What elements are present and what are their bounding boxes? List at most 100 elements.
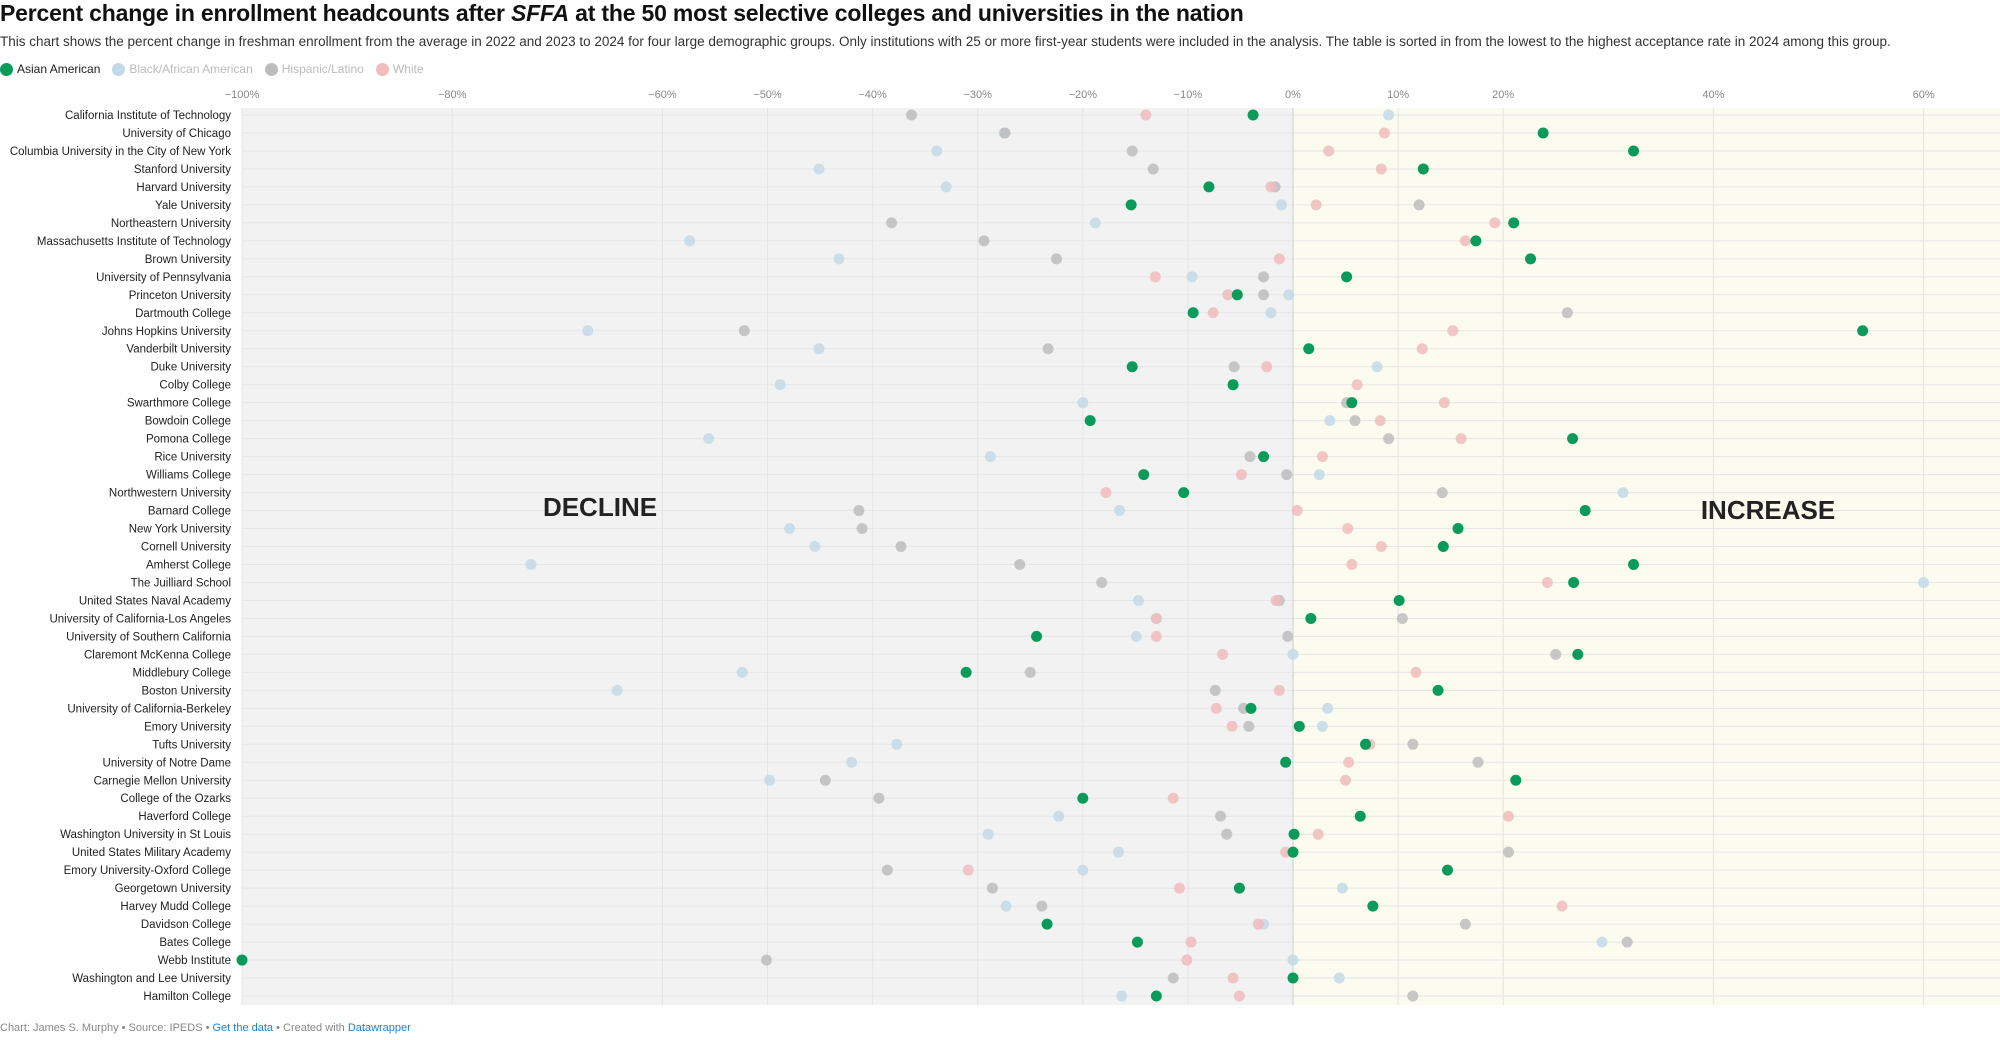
college-label: Yale University bbox=[155, 200, 231, 212]
asian-american-dot bbox=[1303, 343, 1315, 355]
title-emphasis: SFFA bbox=[510, 0, 569, 26]
get-data-link[interactable]: Get the data bbox=[212, 1022, 274, 1034]
asian-american-dot bbox=[1572, 648, 1584, 660]
asian-american-dot bbox=[1537, 127, 1549, 139]
college-label: Stanford University bbox=[134, 164, 231, 176]
black-dot bbox=[525, 559, 537, 570]
college-label: United States Naval Academy bbox=[79, 595, 231, 607]
asian-american-dot bbox=[1579, 505, 1591, 517]
legend-item-black[interactable]: Black/African American bbox=[112, 62, 253, 76]
increase-annotation: INCREASE bbox=[1701, 495, 1835, 525]
hispanic-dot bbox=[1147, 163, 1159, 175]
x-tick-label: 20% bbox=[1492, 89, 1514, 101]
black-dot bbox=[984, 451, 996, 463]
white-dot bbox=[1227, 972, 1239, 984]
increase-region bbox=[1293, 108, 2000, 1006]
asian-american-dot bbox=[1470, 235, 1482, 247]
hispanic-dot bbox=[978, 235, 990, 247]
legend-label: White bbox=[392, 62, 424, 76]
college-label: Barnard College bbox=[148, 506, 231, 518]
asian-american-dot bbox=[960, 666, 972, 678]
college-label: College of the Ozarks bbox=[120, 793, 231, 805]
white-dot bbox=[1217, 648, 1229, 660]
hispanic-dot bbox=[1244, 451, 1256, 463]
black-dot bbox=[784, 523, 796, 535]
hispanic-dot bbox=[1282, 630, 1294, 642]
asian-american-dot bbox=[1508, 217, 1520, 229]
title-text-end: at the 50 most selective colleges and un… bbox=[568, 0, 1244, 26]
asian-american-dot bbox=[1084, 415, 1096, 427]
hispanic-dot bbox=[1436, 487, 1448, 499]
hispanic-dot bbox=[1472, 756, 1484, 768]
x-tick-label: −20% bbox=[1069, 89, 1098, 101]
white-dot bbox=[1222, 289, 1234, 301]
asian-american-dot bbox=[1227, 379, 1239, 391]
hispanic-dot bbox=[1281, 469, 1293, 481]
white-dot bbox=[1438, 397, 1450, 409]
college-label: Pomona College bbox=[146, 434, 231, 446]
college-label: Carnegie Mellon University bbox=[94, 775, 232, 787]
black-dot bbox=[1617, 487, 1629, 499]
dot-plot: −100% −80% −60% −50% −40% −30% −20% −10% 0% 10% 20… bbox=[10, 89, 2000, 1006]
college-label: Boston University bbox=[142, 685, 232, 697]
college-label: Northwestern University bbox=[109, 488, 231, 500]
white-dot bbox=[1378, 127, 1390, 139]
college-label: New York University bbox=[129, 524, 232, 536]
college-label: The Juilliard School bbox=[131, 577, 231, 589]
asian-american-dot bbox=[1417, 163, 1429, 175]
white-dot bbox=[1541, 576, 1553, 588]
black-dot bbox=[1371, 361, 1383, 373]
hispanic-dot bbox=[1051, 253, 1063, 265]
black-dot bbox=[1287, 954, 1299, 966]
white-dot bbox=[1459, 235, 1471, 247]
black-dot bbox=[1000, 900, 1012, 912]
black-dot bbox=[764, 774, 776, 786]
white-dot bbox=[1173, 882, 1185, 894]
asian-american-dot bbox=[1041, 918, 1053, 930]
legend-item-hispanic[interactable]: Hispanic/Latino bbox=[264, 62, 364, 76]
hispanic-dot bbox=[1014, 559, 1026, 570]
black-dot bbox=[1186, 271, 1198, 283]
white-dot bbox=[1316, 451, 1328, 463]
legend: Asian American Black/African American Hi… bbox=[0, 62, 424, 76]
asian-american-dot bbox=[1245, 702, 1257, 714]
x-tick-label: −10% bbox=[1174, 89, 1203, 101]
college-label: Dartmouth College bbox=[135, 308, 231, 320]
asian-american-dot bbox=[1125, 199, 1137, 211]
white-dot bbox=[1502, 810, 1514, 822]
asian-american-dot bbox=[1287, 846, 1299, 858]
hispanic-dot bbox=[1221, 828, 1233, 840]
asian-american-dot bbox=[236, 954, 248, 966]
college-label: Claremont McKenna College bbox=[84, 649, 231, 661]
college-label: Davidson College bbox=[141, 919, 231, 931]
white-dot bbox=[1273, 253, 1285, 265]
footer: Chart: James S. Murphy • Source: IPEDS •… bbox=[0, 1022, 411, 1034]
asian-american-dot bbox=[1525, 253, 1537, 265]
college-label: University of Chicago bbox=[122, 128, 231, 140]
legend-item-white[interactable]: White bbox=[375, 62, 424, 76]
black-dot bbox=[611, 684, 623, 696]
college-label: Massachusetts Institute of Technology bbox=[37, 236, 231, 248]
hispanic-dot bbox=[1561, 307, 1573, 319]
asian-american-dot bbox=[1510, 774, 1522, 786]
college-label: Cornell University bbox=[141, 542, 231, 554]
asian-american-dot bbox=[1258, 451, 1270, 463]
black-dot bbox=[813, 163, 825, 175]
hispanic-dot bbox=[1167, 972, 1179, 984]
white-dot bbox=[1489, 217, 1501, 229]
white-dot bbox=[1150, 612, 1162, 624]
datawrapper-link[interactable]: Datawrapper bbox=[347, 1022, 411, 1034]
x-tick-label: 10% bbox=[1387, 89, 1409, 101]
college-label: Bowdoin College bbox=[145, 416, 231, 428]
black-dot bbox=[684, 235, 696, 247]
title-text: Percent change in enrollment headcounts … bbox=[0, 0, 511, 26]
black-dot bbox=[1313, 469, 1325, 481]
hispanic-dot bbox=[1214, 810, 1226, 822]
black-dot bbox=[1116, 990, 1128, 1002]
white-dot bbox=[1375, 163, 1387, 175]
college-label: Princeton University bbox=[129, 290, 232, 302]
legend-item-asian[interactable]: Asian American bbox=[0, 62, 100, 76]
white-dot bbox=[1226, 720, 1238, 732]
x-tick-label: 0% bbox=[1285, 89, 1301, 101]
hispanic-dot bbox=[1024, 666, 1036, 678]
